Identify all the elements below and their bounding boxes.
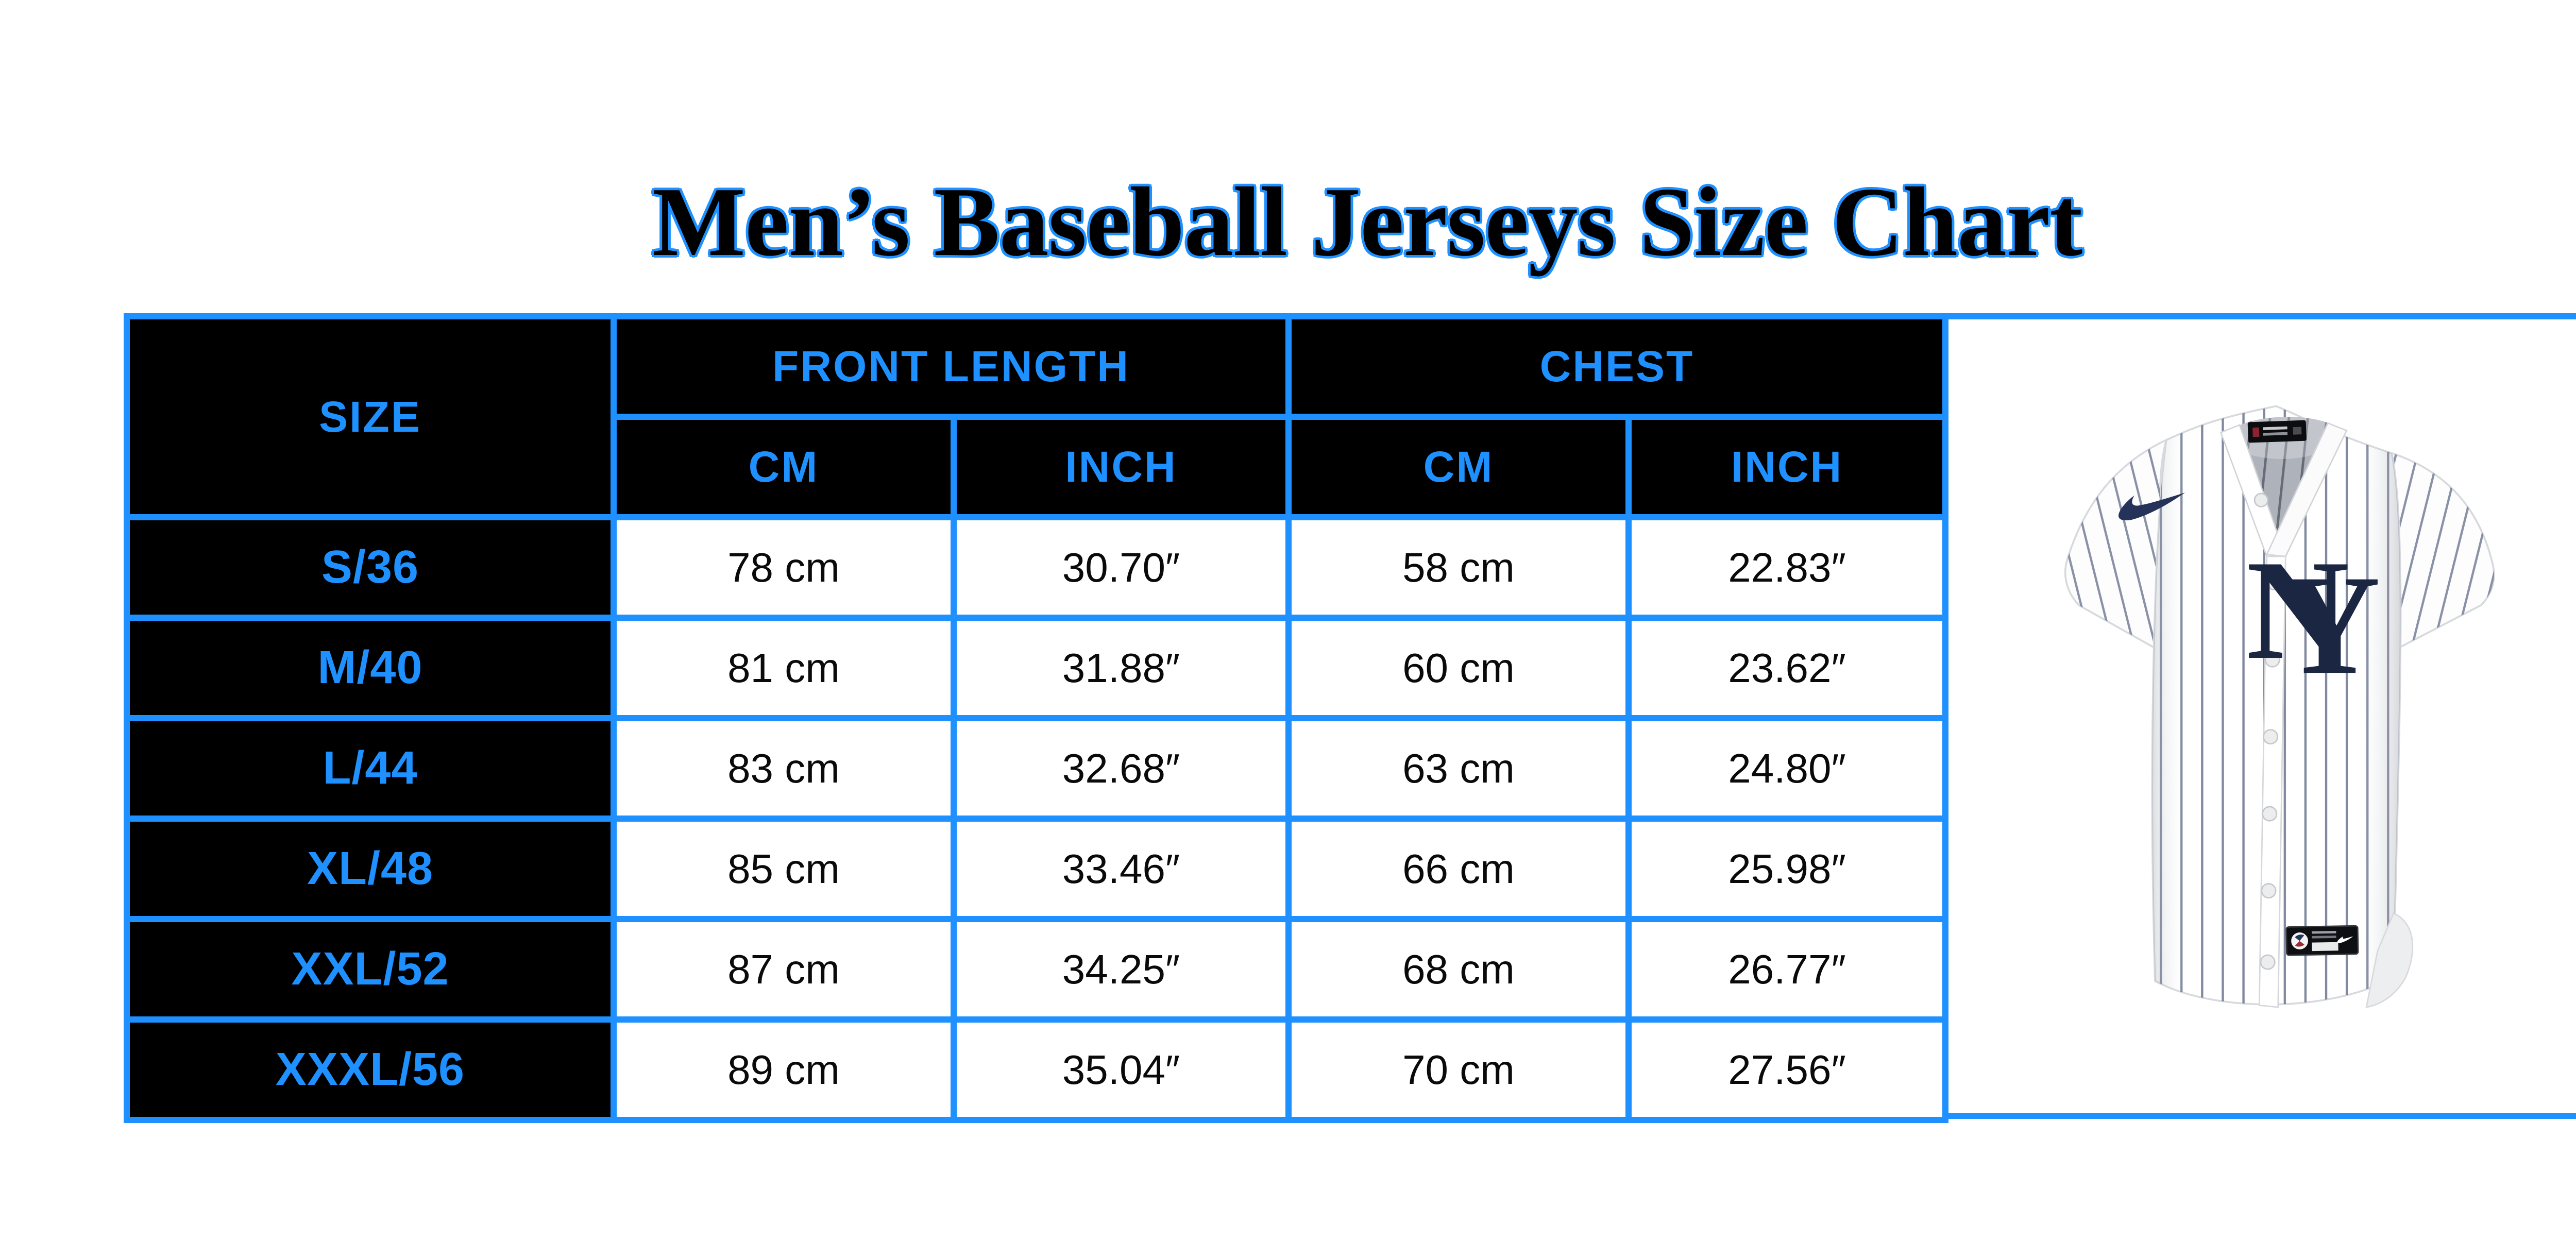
front-inch-value: 31.88″ [951,615,1292,721]
chest-cm-value: 60 cm [1285,615,1632,721]
jersey-placket [2253,492,2286,1008]
front-cm-value: 78 cm [611,514,957,621]
jersey-button [2261,806,2277,822]
chest-inch-value: 24.80″ [1625,715,1949,822]
col-header-chest-cm: CM [1285,414,1632,520]
nike-swoosh-icon [2118,492,2185,521]
col-header-front-cm: CM [611,414,957,520]
chest-inch-value: 26.77″ [1625,916,1949,1023]
front-cm-value: 83 cm [611,715,957,822]
chest-inch-value: 27.56″ [1625,1016,1949,1123]
jersey-button [2262,729,2278,745]
col-header-chest-inch: INCH [1625,414,1949,520]
size-label: XXL/52 [124,916,617,1023]
page-title: Men’s Baseball Jerseys Size Chart [652,166,2082,277]
header-row-groups: SIZE FRONT LENGTH CHEST [124,313,1949,520]
header-row-units: CM INCH CM INCH [127,414,1949,520]
chest-cm-value: 68 cm [1285,916,1632,1023]
jersey-collar-band [2219,422,2348,557]
size-label: XXXL/56 [124,1016,617,1123]
front-cm-value: 81 cm [611,615,957,721]
ny-logo-n: N [2246,531,2349,689]
front-cm-value: 85 cm [611,816,957,922]
jersey-button [2264,652,2280,668]
chest-inch-value: 23.62″ [1625,615,1949,721]
jersey-left-sleeve [2064,438,2183,666]
col-header-front-length: FRONT LENGTH [611,313,1292,420]
jersey-button [2253,492,2268,507]
chest-inch-value: 25.98″ [1625,816,1949,922]
table-row: M/40 81 cm 31.88″ 60 cm 23.62″ [124,615,1949,721]
front-inch-value: 32.68″ [951,715,1292,822]
front-inch-value: 30.70″ [951,514,1292,621]
front-cm-value: 87 cm [611,916,957,1023]
table-row: XXXL/56 89 cm 35.04″ 70 cm 27.56″ [124,1016,1949,1123]
jersey-button [2260,954,2276,970]
chest-cm-value: 70 cm [1285,1016,1632,1123]
ny-logo-y: Y [2277,546,2380,704]
col-header-front-inch: INCH [951,414,1292,520]
table-row: L/44 83 cm 32.68″ 63 cm 24.80″ [124,715,1949,822]
table-row: S/36 78 cm 30.70″ 58 cm 22.83″ [124,514,1949,621]
jersey-button [2266,575,2282,591]
table-row: XL/48 85 cm 33.46″ 66 cm 25.98″ [124,816,1949,922]
size-chart: SIZE FRONT LENGTH CHEST CM INCH CM INCH … [124,313,2576,1123]
jersey-panel: N Y [1948,313,2576,1119]
chest-inch-value: 22.83″ [1625,514,1949,621]
size-label: XL/48 [124,816,617,922]
chest-cm-value: 58 cm [1285,514,1632,621]
jersey-right-sleeve [2374,451,2495,661]
chest-cm-value: 66 cm [1285,816,1632,922]
front-cm-value: 89 cm [611,1016,957,1123]
front-inch-value: 35.04″ [951,1016,1292,1123]
front-inch-value: 33.46″ [951,816,1292,922]
table-row: XXL/52 87 cm 34.25″ 68 cm 26.77″ [124,916,1949,1023]
jersey-image: N Y [2064,405,2495,1008]
size-label: L/44 [124,715,617,822]
chest-cm-value: 63 cm [1285,715,1632,822]
col-header-chest: CHEST [1285,313,1949,420]
jersey-button [2260,883,2277,899]
col-header-size: SIZE [124,313,617,520]
size-label: M/40 [124,615,617,721]
front-inch-value: 34.25″ [951,916,1292,1023]
size-label: S/36 [124,514,617,621]
ny-logo: N Y [2246,531,2380,704]
size-table: SIZE FRONT LENGTH CHEST CM INCH CM INCH … [124,313,1949,1123]
jock-tag [2285,925,2359,956]
neck-label [2247,420,2307,443]
